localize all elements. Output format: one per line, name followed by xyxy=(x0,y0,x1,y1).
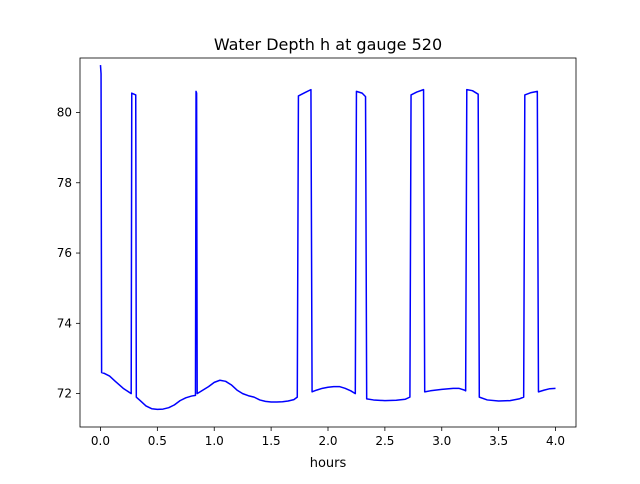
y-tick-label: 76 xyxy=(57,246,72,260)
x-tick-label: 3.0 xyxy=(432,434,451,448)
x-tick-label: 0.0 xyxy=(91,434,110,448)
y-tick-label: 72 xyxy=(57,387,72,401)
x-tick-label: 1.0 xyxy=(205,434,224,448)
x-tick-label: 1.5 xyxy=(262,434,281,448)
water-depth-series-line xyxy=(99,64,556,411)
x-tick-label: 0.5 xyxy=(148,434,167,448)
x-axis-label: hours xyxy=(310,456,347,471)
x-tick-label: 3.5 xyxy=(489,434,508,448)
y-tick-label: 78 xyxy=(57,176,72,190)
y-tick-label: 80 xyxy=(57,105,72,119)
y-tick-label: 74 xyxy=(57,316,72,330)
x-tick-label: 2.5 xyxy=(375,434,394,448)
chart-title: Water Depth h at gauge 520 xyxy=(214,35,442,54)
plot-frame xyxy=(79,57,577,428)
y-axis-ticks: 72 74 76 78 80 xyxy=(57,105,80,401)
x-tick-label: 4.0 xyxy=(546,434,565,448)
x-tick-label: 2.0 xyxy=(318,434,337,448)
x-axis-ticks: 0.0 0.5 1.0 1.5 2.0 2.5 3.0 3.5 4.0 xyxy=(91,427,565,448)
plot-area xyxy=(80,58,576,427)
